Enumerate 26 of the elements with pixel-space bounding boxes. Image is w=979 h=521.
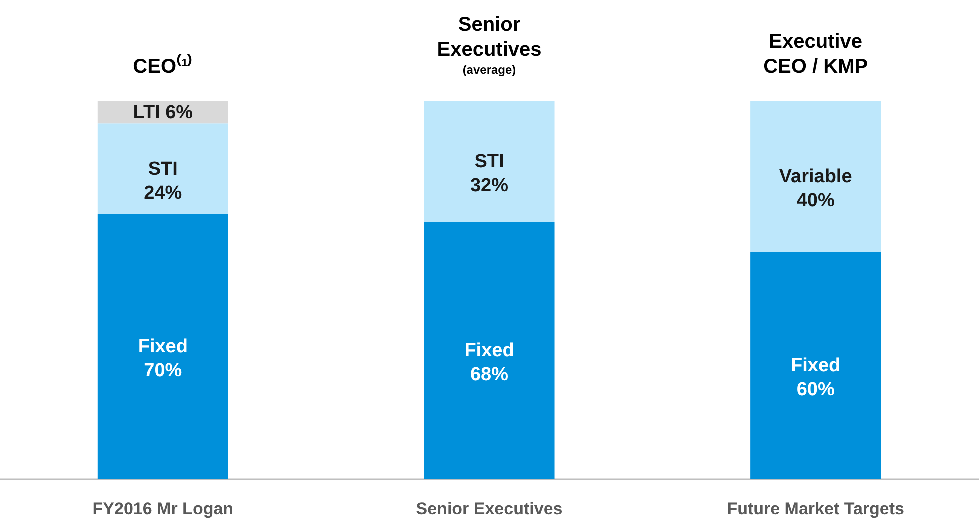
text: STI [474,151,504,172]
x-tick-label: Senior Executives [416,500,563,518]
x-tick-label: Future Market Targets [727,500,904,518]
data-label: 24% [144,183,182,204]
annotation: (average) [462,63,516,77]
series-label: STI [148,159,178,180]
annotation: Executive CEO / KMP [764,31,868,78]
data-label: 32% [470,175,509,196]
bar [98,214,228,479]
annotation: Senior Executives [437,14,542,61]
data-label: 68% [470,364,509,386]
data-label: 70% [144,360,182,382]
text: Fixed [138,336,188,358]
bar [424,101,555,222]
x-tick-label: FY2016 Mr Logan [92,500,234,518]
data-label: 40% [796,190,835,212]
text: Fixed [791,356,841,377]
data-label: 60% [796,380,835,401]
annotation: CEO⁽¹⁾ [133,54,194,78]
bar [98,124,228,214]
bar [424,222,555,479]
series-label: Fixed [464,340,514,362]
text: LTI 6% [133,102,194,124]
series-label: Variable [779,166,852,188]
bar [750,252,882,479]
bar [750,101,882,252]
